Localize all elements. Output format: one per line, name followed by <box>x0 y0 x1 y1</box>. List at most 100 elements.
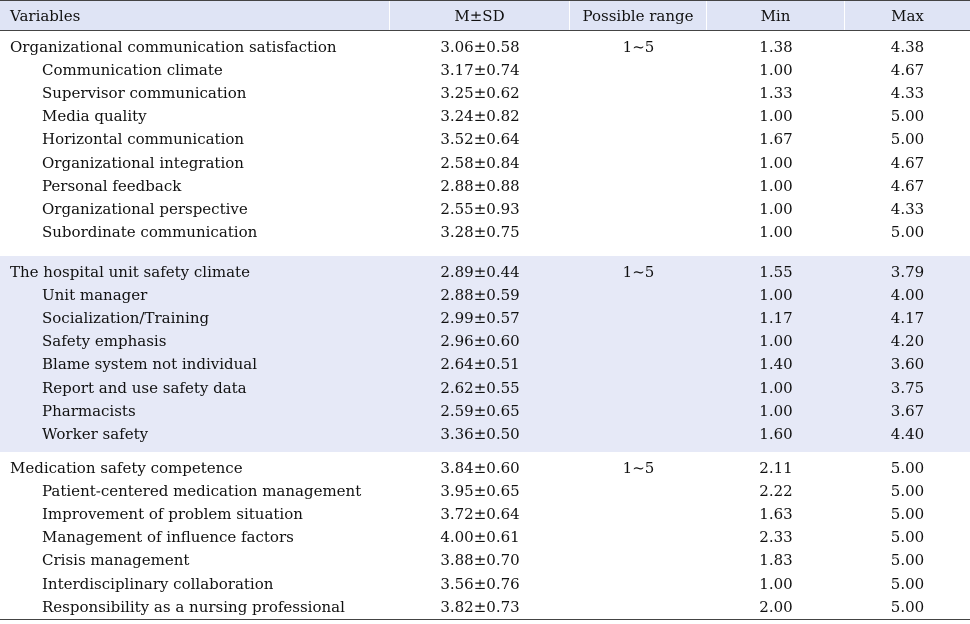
subscale-row: Supervisor communication 3.25±0.62 1.33 4.3… <box>0 81 970 104</box>
msd-cell: 2.64±0.51 <box>440 355 520 374</box>
subscale-row: Organizational perspective 2.55±0.93 1.00 4… <box>0 197 970 220</box>
variable-cell: Media quality <box>42 107 147 126</box>
scale-row: The hospital unit safety climate 2.89±0.4… <box>0 260 970 283</box>
min-cell: 1.83 <box>759 551 793 570</box>
table-header: Variables M±SD Possible range Min Max <box>0 0 970 31</box>
variable-cell: Unit manager <box>42 285 148 304</box>
variable-cell: Worker safety <box>42 424 149 443</box>
max-cell: 4.33 <box>890 199 925 218</box>
msd-cell: 3.56±0.76 <box>440 574 520 593</box>
msd-cell: 3.52±0.64 <box>440 130 520 149</box>
msd-cell: 3.95±0.65 <box>440 481 520 500</box>
row-group: Medication safety competence 3.84±0.60 1~5… <box>0 452 970 624</box>
range-cell: 1~5 <box>622 458 655 477</box>
max-cell: 5.00 <box>890 458 925 477</box>
variable-cell: Improvement of problem situation <box>42 504 303 523</box>
max-cell: 4.20 <box>890 332 925 351</box>
max-cell: 5.00 <box>890 223 925 242</box>
header-max: Max <box>891 6 924 25</box>
min-cell: 2.00 <box>759 597 793 616</box>
subscale-row: Blame system not individual 2.64±0.51 1.40… <box>0 353 970 376</box>
max-cell: 5.00 <box>890 574 925 593</box>
variable-cell: Supervisor communication <box>42 83 247 102</box>
subscale-row: Pharmacists 2.59±0.65 1.00 3.67 <box>0 399 970 422</box>
min-cell: 1.67 <box>759 130 793 149</box>
subscale-row: Communication climate 3.17±0.74 1.00 4.67 <box>0 58 970 81</box>
min-cell: 1.17 <box>759 308 793 327</box>
msd-cell: 3.88±0.70 <box>440 551 520 570</box>
msd-cell: 2.55±0.93 <box>440 199 520 218</box>
max-cell: 4.67 <box>890 176 925 195</box>
max-cell: 5.00 <box>890 130 925 149</box>
max-cell: 4.67 <box>890 60 925 79</box>
subscale-row: Interdisciplinary collaboration 3.56±0.76… <box>0 572 970 595</box>
variable-cell: Responsibility as a nursing professional <box>42 597 345 616</box>
min-cell: 1.38 <box>759 37 793 56</box>
min-cell: 1.40 <box>759 355 793 374</box>
min-cell: 1.00 <box>759 223 793 242</box>
min-cell: 1.00 <box>759 107 793 126</box>
subscale-row: Patient-centered medication management 3.… <box>0 479 970 502</box>
scale-row: Medication safety competence 3.84±0.60 1~5… <box>0 456 970 479</box>
min-cell: 1.00 <box>759 401 793 420</box>
subscale-row: Worker safety 3.36±0.50 1.60 4.40 <box>0 422 970 445</box>
variable-cell: Interdisciplinary collaboration <box>42 574 274 593</box>
min-cell: 1.00 <box>759 176 793 195</box>
variable-cell: Organizational perspective <box>42 199 248 218</box>
variable-cell: Report and use safety data <box>42 378 247 397</box>
msd-cell: 2.89±0.44 <box>440 262 520 281</box>
msd-cell: 3.82±0.73 <box>440 597 520 616</box>
max-cell: 5.00 <box>890 107 925 126</box>
row-group: The hospital unit safety climate 2.89±0.4… <box>0 256 970 452</box>
msd-cell: 4.00±0.61 <box>440 528 520 547</box>
header-msd: M±SD <box>390 1 570 30</box>
subscale-row: Improvement of problem situation 3.72±0.6… <box>0 502 970 525</box>
variable-cell: Crisis management <box>42 551 190 570</box>
max-cell: 3.75 <box>890 378 925 397</box>
max-cell: 5.00 <box>890 551 925 570</box>
min-cell: 1.00 <box>759 332 793 351</box>
subscale-row: Horizontal communication 3.52±0.64 1.67 5.0… <box>0 128 970 151</box>
msd-cell: 2.96±0.60 <box>440 332 520 351</box>
min-cell: 1.00 <box>759 285 793 304</box>
variable-cell: Management of influence factors <box>42 528 294 547</box>
msd-cell: 3.25±0.62 <box>440 83 520 102</box>
variable-cell: Horizontal communication <box>42 130 245 149</box>
min-cell: 1.00 <box>759 378 793 397</box>
subscale-row: Media quality 3.24±0.82 1.00 5.00 <box>0 105 970 128</box>
msd-cell: 3.36±0.50 <box>440 424 520 443</box>
msd-cell: 3.84±0.60 <box>440 458 520 477</box>
table-body: Organizational communication satisfactio… <box>0 31 970 624</box>
max-cell: 4.00 <box>890 285 925 304</box>
variable-cell: Organizational communication satisfactio… <box>10 37 337 56</box>
subscale-row: Safety emphasis 2.96±0.60 1.00 4.20 <box>0 330 970 353</box>
variable-cell: Personal feedback <box>42 176 182 195</box>
subscale-row: Report and use safety data 2.62±0.55 1.00 3… <box>0 376 970 399</box>
max-cell: 4.33 <box>890 83 925 102</box>
max-cell: 5.00 <box>890 528 925 547</box>
variable-cell: Subordinate communication <box>42 223 258 242</box>
header-variables: Variables <box>0 1 390 30</box>
header-min: Min <box>707 1 845 30</box>
min-cell: 2.33 <box>759 528 793 547</box>
msd-cell: 2.88±0.88 <box>440 176 520 195</box>
header-possible-range: Possible range <box>570 1 707 30</box>
min-cell: 1.00 <box>759 199 793 218</box>
subscale-row: Organizational integration 2.58±0.84 1.00 4… <box>0 151 970 174</box>
min-cell: 2.22 <box>759 481 793 500</box>
variable-cell: Safety emphasis <box>42 332 167 351</box>
variable-cell: Pharmacists <box>42 401 136 420</box>
subscale-row: Unit manager 2.88±0.59 1.00 4.00 <box>0 283 970 306</box>
max-cell: 4.67 <box>890 153 925 172</box>
max-cell: 3.67 <box>890 401 925 420</box>
min-cell: 1.00 <box>759 574 793 593</box>
variable-cell: Organizational integration <box>42 153 244 172</box>
variable-cell: Patient-centered medication management <box>42 481 362 500</box>
subscale-row: Socialization/Training 2.99±0.57 1.17 4.17 <box>0 306 970 329</box>
min-cell: 1.00 <box>759 60 793 79</box>
bottom-rule <box>0 619 970 620</box>
variable-cell: Socialization/Training <box>42 308 210 327</box>
range-cell: 1~5 <box>622 37 655 56</box>
subscale-row: Subordinate communication 3.28±0.75 1.00 5.… <box>0 221 970 244</box>
